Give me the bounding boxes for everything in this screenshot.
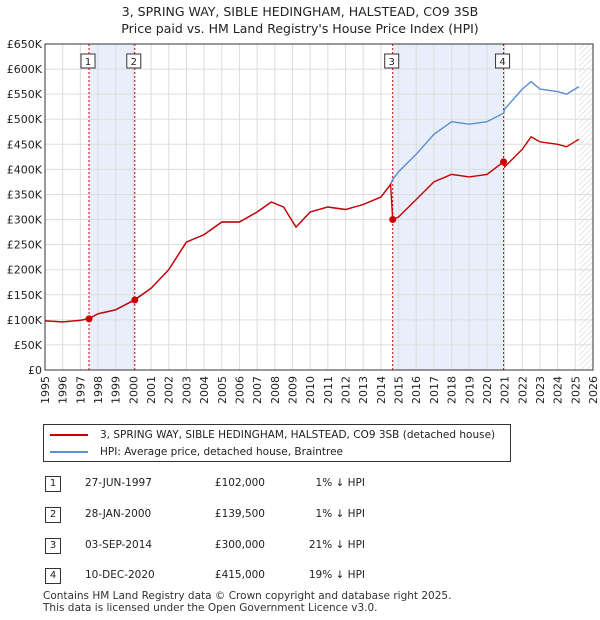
x-tick-label: 2010 [304,376,317,404]
x-tick-label: 2021 [499,376,512,404]
x-tick-label: 2017 [428,376,441,404]
x-tick-label: 2009 [286,376,299,404]
transaction-number: 4 [45,568,61,584]
footer: Contains HM Land Registry data © Crown c… [43,590,451,614]
x-tick-label: 2016 [410,376,423,404]
legend: 3, SPRING WAY, SIBLE HEDINGHAM, HALSTEAD… [43,424,511,462]
transaction-number: 3 [45,538,61,554]
footer-licence: This data is licensed under the Open Gov… [43,602,378,614]
y-tick-label: £50K [14,339,43,352]
sale-label-box [495,53,511,69]
x-tick-label: 2000 [127,376,140,404]
transaction-price: £139,500 [214,508,265,520]
x-tick-label: 2023 [534,376,547,404]
x-tick-label: 2019 [463,376,476,404]
transaction-hpi: 21% ↓ HPI [308,539,365,551]
shaded-period [89,44,135,370]
y-tick-label: £350K [7,188,43,201]
transaction-date: 10-DEC-2020 [85,569,155,581]
x-tick-label: 2011 [322,376,335,404]
footer-copyright: Contains HM Land Registry data © Crown c… [43,590,452,602]
transaction-number: 2 [45,507,61,523]
price-chart: 1 2 3 4 £0 £50K £100K £150K £200K £250K £300K £350… [7,38,600,404]
sale-label: 4 [499,57,505,68]
x-tick-label: 2013 [357,376,370,404]
sale-label: 1 [85,57,91,68]
sale-label: 3 [389,57,395,68]
sale-label: 2 [131,57,137,68]
transaction-price: £300,000 [214,539,265,551]
x-tick-label: 2007 [251,376,264,404]
sale-label-box [126,53,142,69]
x-tick-label: 1996 [57,376,70,404]
y-tick-label: £600K [7,63,43,76]
sale-label-box [384,53,400,69]
sale-point [85,315,93,323]
y-tick-label: £400K [7,163,43,176]
y-tick-label: £200K [7,264,43,277]
y-tick-label: £300K [7,214,43,227]
x-tick-label: 2020 [481,376,494,404]
x-tick-label: 2005 [216,376,229,404]
legend-item-property: 3, SPRING WAY, SIBLE HEDINGHAM, HALSTEAD… [50,427,495,443]
x-tick-label: 2002 [163,376,176,404]
x-tick-label: 1995 [39,376,52,404]
chart-title: 3, SPRING WAY, SIBLE HEDINGHAM, HALSTEAD… [121,4,479,19]
x-tick-label: 2014 [375,376,388,404]
x-tick-label: 1998 [92,376,105,404]
x-tick-label: 1999 [110,376,123,404]
x-tick-label: 2026 [587,376,600,404]
transaction-date: 28-JAN-2000 [85,508,152,520]
y-tick-label: £150K [7,289,43,302]
y-tick-label: £450K [7,138,43,151]
x-tick-label: 2006 [233,376,246,404]
legend-label-hpi: HPI: Average price, detached house, Brai… [100,446,344,458]
chart-subtitle: Price paid vs. HM Land Registry's House … [121,21,479,36]
transaction-number: 1 [45,476,61,492]
x-tick-label: 2003 [180,376,193,404]
transaction-hpi: 1% ↓ HPI [315,508,365,520]
x-tick-label: 2022 [516,376,529,404]
transaction-hpi: 19% ↓ HPI [308,569,365,581]
x-tick-label: 2024 [552,376,565,404]
x-tick-label: 2018 [446,376,459,404]
x-tick-label: 1997 [74,376,87,404]
legend-swatch-hpi [50,451,88,453]
legend-swatch-property [50,434,88,436]
x-tick-label: 2001 [145,376,158,404]
sale-label-box [80,53,96,69]
sale-point [389,216,397,224]
y-tick-label: £650K [7,38,43,51]
x-tick-label: 2004 [198,376,211,404]
y-tick-label: £100K [7,314,43,327]
y-tick-label: £550K [7,88,43,101]
transaction-price: £415,000 [214,569,265,581]
y-tick-label: £500K [7,113,43,126]
transaction-date: 27-JUN-1997 [85,477,152,489]
y-tick-label: £250K [7,239,43,252]
transaction-date: 03-SEP-2014 [85,539,153,551]
shaded-period [392,44,504,370]
forecast-hatch [578,44,593,370]
x-tick-label: 2012 [340,376,353,404]
transaction-hpi: 1% ↓ HPI [315,477,365,489]
sale-point [500,158,508,166]
transaction-price: £102,000 [214,477,265,489]
sale-point [131,296,139,304]
y-tick-label: £0 [28,364,42,377]
x-tick-label: 2025 [569,376,582,404]
x-tick-label: 2008 [269,376,282,404]
plot-frame [44,43,594,371]
legend-label-property: 3, SPRING WAY, SIBLE HEDINGHAM, HALSTEAD… [100,429,496,441]
x-tick-label: 2015 [393,376,406,404]
legend-item-hpi: HPI: Average price, detached house, Brai… [50,444,343,460]
